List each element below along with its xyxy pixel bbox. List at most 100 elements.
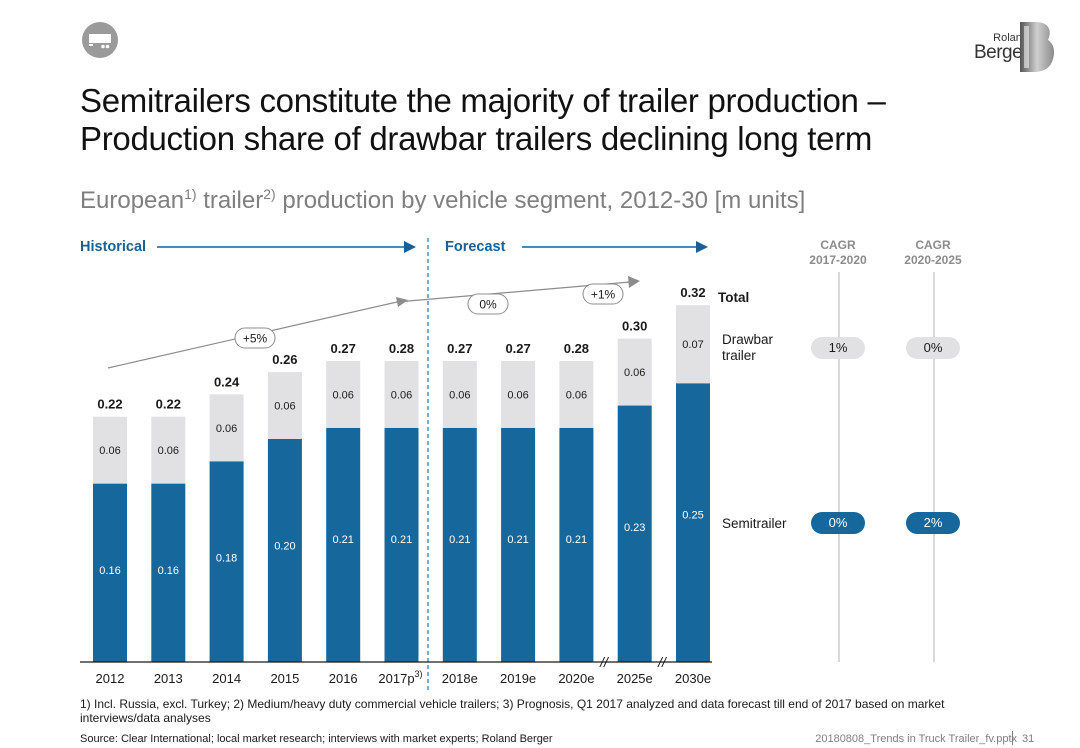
bar-semitrailer	[676, 383, 710, 662]
cagr-header-2017-2020: CAGR 2017-2020	[798, 238, 878, 268]
bar-semitrailer	[501, 427, 536, 662]
semitrailer-value-label: 0.23	[624, 522, 645, 534]
semitrailer-value-label: 0.18	[216, 553, 237, 565]
cagr-header-line: CAGR	[820, 238, 856, 252]
bar-drawbar	[209, 394, 244, 462]
x-tick-label: 2013	[154, 671, 183, 686]
drawbar-value-label: 0.06	[158, 445, 179, 457]
x-tick-label: 2030e	[675, 671, 711, 686]
total-value-label: 0.27	[505, 341, 530, 356]
bar-semitrailer	[326, 427, 361, 662]
total-value-label: 0.30	[622, 319, 647, 334]
trailer-icon	[82, 22, 118, 58]
bar-drawbar	[384, 360, 419, 428]
drawbar-value-label: 0.06	[99, 445, 120, 457]
bar-semitrailer	[151, 483, 186, 662]
cagr-drawbar-2017-2020: 1%	[811, 337, 865, 359]
semitrailer-value-label: 0.21	[332, 534, 353, 546]
semitrailer-value-label: 0.21	[566, 534, 587, 546]
forecast-label: Forecast	[445, 239, 506, 255]
x-tick-label: 2019e	[500, 671, 536, 686]
bar-semitrailer	[617, 405, 652, 662]
drawbar-value-label: 0.06	[332, 389, 353, 401]
total-value-label: 0.28	[564, 341, 589, 356]
bar-drawbar	[501, 360, 536, 428]
page-number: 31	[1022, 733, 1035, 745]
historical-arrow-head	[404, 241, 416, 253]
chart-subtitle: European1) trailer2) production by vehic…	[80, 186, 805, 215]
total-value-label: 0.22	[97, 397, 122, 412]
total-value-label: 0.28	[389, 341, 414, 356]
subtitle-part: European	[80, 187, 185, 214]
bar-drawbar	[267, 372, 302, 439]
total-label: Total	[718, 290, 750, 305]
bar-semitrailer	[209, 461, 244, 662]
semitrailer-value-label: 0.21	[391, 534, 412, 546]
bar-semitrailer	[559, 427, 594, 662]
drawbar-label-line: trailer	[722, 348, 756, 363]
cagr-header-2020-2025: CAGR 2020-2025	[893, 238, 973, 268]
bar-semitrailer	[267, 439, 302, 662]
x-tick-label: 2017p	[378, 671, 414, 686]
roland-berger-logo	[1020, 22, 1055, 72]
bar-drawbar	[676, 305, 710, 384]
bar-drawbar	[326, 360, 361, 428]
x-tick-label: 2018e	[442, 671, 478, 686]
x-tick-label: 2014	[212, 671, 241, 686]
page-title: Semitrailers constitute the majority of …	[80, 82, 886, 157]
bar-semitrailer	[442, 427, 477, 662]
x-tick-label: 2016	[329, 671, 358, 686]
total-value-label: 0.26	[272, 352, 297, 367]
bar-drawbar	[617, 338, 652, 406]
cagr-drawbar-2020-2025: 0%	[906, 337, 960, 359]
drawbar-value-label: 0.07	[682, 339, 703, 351]
total-value-label: 0.22	[156, 397, 181, 412]
growth-pill-label: 0%	[479, 298, 497, 312]
growth-pill-label: +1%	[591, 288, 616, 302]
total-value-label: 0.32	[680, 285, 705, 300]
semitrailer-value-label: 0.16	[99, 565, 120, 577]
total-value-label: 0.27	[331, 341, 356, 356]
bar-drawbar	[151, 416, 186, 484]
cagr-column-line	[933, 272, 935, 662]
semitrailer-label: Semitrailer	[722, 516, 787, 531]
semitrailer-value-label: 0.25	[682, 510, 703, 522]
source-note: Source: Clear International; local marke…	[80, 733, 553, 745]
cagr-column-line	[838, 272, 840, 662]
semitrailer-value-label: 0.21	[507, 534, 528, 546]
footnotes: 1) Incl. Russia, excl. Turkey; 2) Medium…	[80, 697, 945, 725]
semitrailer-value-label: 0.20	[274, 540, 295, 552]
file-reference: 20180808_Trends in Truck Trailer_fv.pptx	[815, 733, 1017, 745]
bar-drawbar	[442, 360, 477, 428]
x-tick-label: 2012	[96, 671, 125, 686]
growth-pill	[582, 283, 624, 305]
drawbar-value-label: 0.06	[507, 389, 528, 401]
cagr-header-line: CAGR	[915, 238, 951, 252]
growth-trend-arrowhead	[396, 297, 408, 307]
cagr-header-line: 2017-2020	[809, 253, 867, 267]
x-tick-label: 2015	[270, 671, 299, 686]
bar-semitrailer	[384, 427, 419, 662]
bar-semitrailer	[93, 483, 127, 662]
growth-pill	[234, 327, 276, 349]
subtitle-footnote-ref: 1)	[184, 186, 197, 202]
subtitle-part: production by vehicle segment, 2012-30 […	[275, 187, 806, 214]
axis-break-mark: //	[657, 654, 668, 670]
total-value-label: 0.24	[214, 374, 240, 389]
drawbar-value-label: 0.06	[449, 389, 470, 401]
cagr-semitrailer-2020-2025: 2%	[906, 512, 960, 534]
drawbar-value-label: 0.06	[566, 389, 587, 401]
subtitle-footnote-ref: 2)	[263, 186, 276, 202]
logo-text-berger: Berger	[973, 42, 1029, 63]
axis-break-mark: //	[599, 654, 610, 670]
growth-trend-arrowhead	[628, 276, 640, 288]
drawbar-value-label: 0.06	[274, 401, 295, 413]
growth-pill-label: +5%	[243, 332, 268, 346]
historical-label: Historical	[80, 239, 147, 255]
drawbar-value-label: 0.06	[624, 367, 645, 379]
page-separator	[1012, 731, 1013, 745]
growth-pill	[467, 293, 509, 315]
bar-drawbar	[559, 360, 594, 428]
bar-drawbar	[93, 416, 127, 484]
